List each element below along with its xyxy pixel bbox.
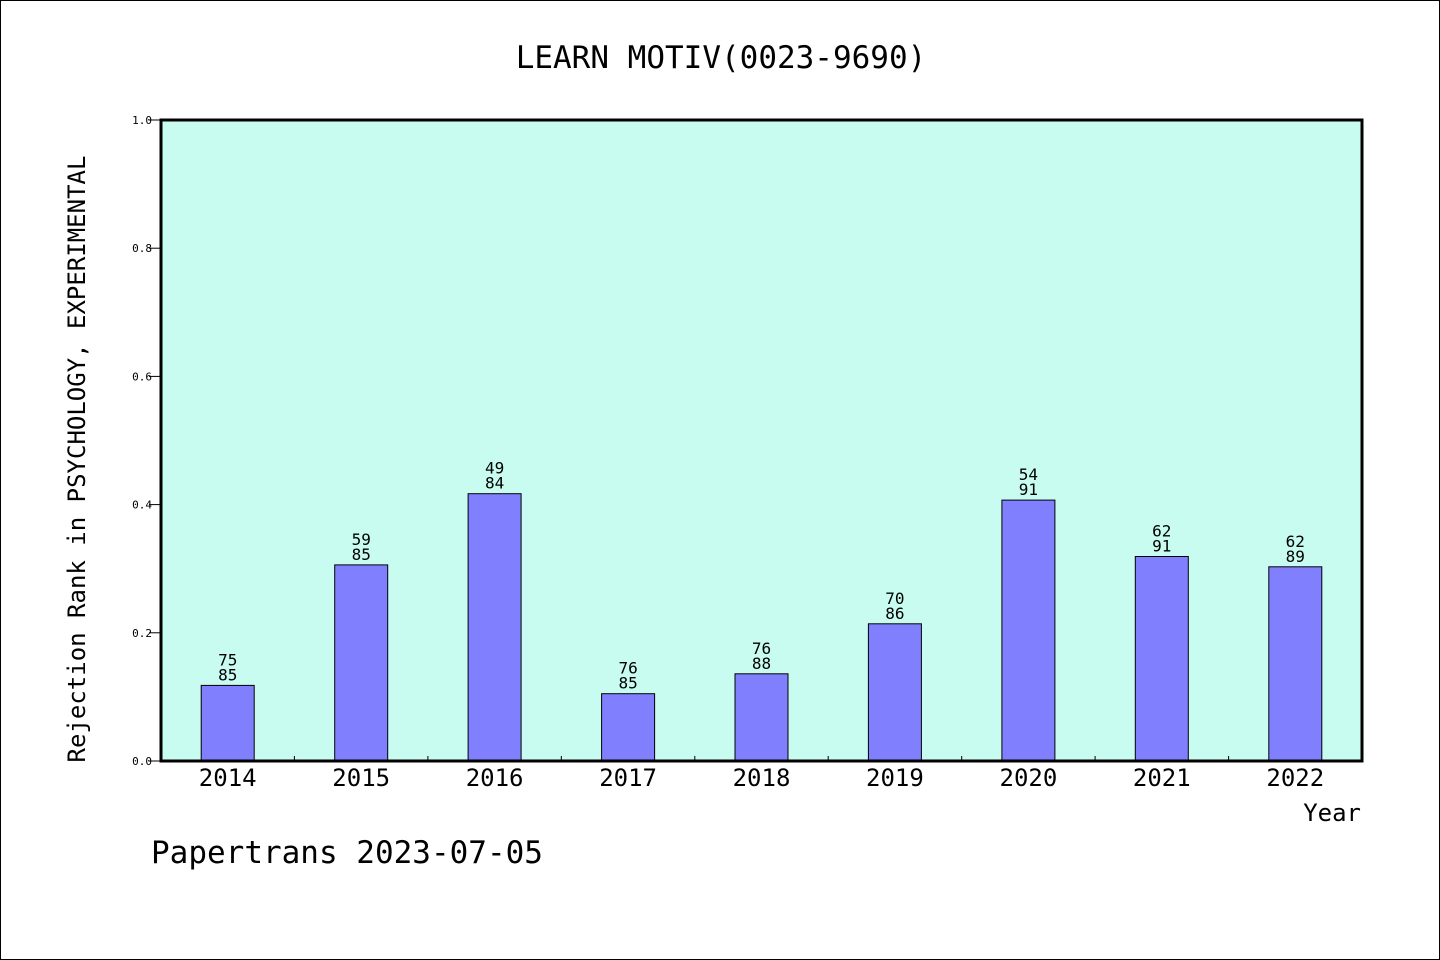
y-axis-label: Rejection Rank in PSYCHOLOGY, EXPERIMENT… [63, 156, 91, 763]
y-tick-label: 1.0 [132, 114, 152, 127]
bar-label-top: 54 [1019, 465, 1038, 484]
bar-label-top: 62 [1152, 522, 1171, 541]
bar-2017 [601, 693, 656, 762]
bar-label-top: 76 [752, 639, 771, 658]
bar-label-bottom: 91 [1019, 480, 1038, 499]
bar-label-bottom: 91 [1152, 537, 1171, 556]
bar-label-top: 59 [352, 530, 371, 549]
y-tick-label: 0.0 [132, 755, 152, 768]
y-tick-label: 0.4 [132, 499, 152, 512]
y-tick-label: 0.2 [132, 627, 152, 640]
bar-label-bottom: 86 [885, 604, 904, 623]
bar-label-top: 76 [618, 659, 637, 678]
bar-2015 [334, 564, 389, 762]
x-tick-label: 2016 [466, 764, 524, 792]
plot-border [159, 118, 1364, 763]
x-tick-label: 2015 [332, 764, 390, 792]
x-tick-label: 2017 [599, 764, 657, 792]
x-tick-label: 2022 [1266, 764, 1324, 792]
bar-2014 [200, 684, 255, 762]
x-tick-label: 2019 [866, 764, 924, 792]
chart-title: LEARN MOTIV(0023-9690) [516, 40, 927, 76]
x-tick-label: 2018 [733, 764, 791, 792]
bar-2021 [1134, 556, 1189, 762]
bar-label-bottom: 85 [218, 665, 237, 684]
bar-label-bottom: 85 [618, 674, 637, 693]
bar-label-bottom: 85 [352, 545, 371, 564]
bar-label-top: 70 [885, 589, 904, 608]
bar-2018 [734, 673, 789, 762]
x-tick-label: 2020 [1000, 764, 1058, 792]
y-tick-label: 0.8 [132, 242, 152, 255]
bars-group [200, 493, 1323, 762]
bar-2016 [467, 493, 522, 762]
bar-2019 [867, 623, 922, 762]
footer-source-date: Papertrans 2023-07-05 [151, 835, 543, 871]
bar-label-top: 75 [218, 650, 237, 669]
bar-label-bottom: 88 [752, 654, 771, 673]
bar-label-top: 62 [1286, 532, 1305, 551]
y-tick-label: 0.6 [132, 370, 152, 383]
x-tick-label: 2021 [1133, 764, 1191, 792]
x-tick-label: 2014 [199, 764, 257, 792]
bar-label-bottom: 89 [1286, 547, 1305, 566]
bar-2020 [1001, 499, 1056, 762]
x-axis-label: Year [1303, 799, 1361, 827]
bar-2022 [1268, 566, 1323, 762]
bar-label-top: 49 [485, 459, 504, 478]
bar-label-bottom: 84 [485, 474, 504, 493]
ticks-group: 2014 2015 2016 2017 2018 2019 2020 2021 2022 0.0 0… [132, 114, 1324, 792]
